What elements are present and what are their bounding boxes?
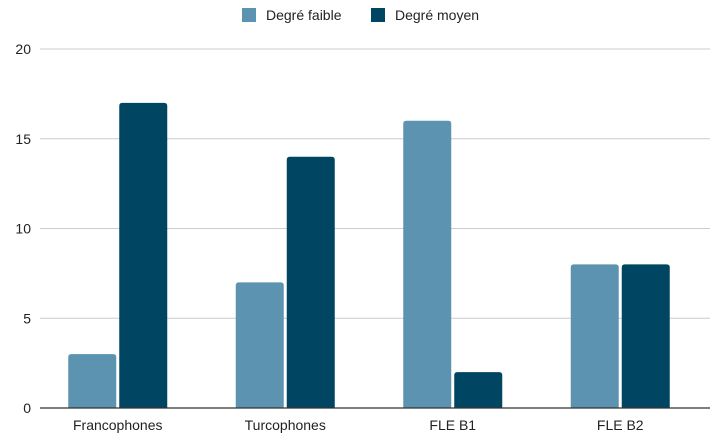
bar-degré-faible-fle-b2 — [570, 264, 619, 408]
y-tick-label: 0 — [23, 400, 31, 416]
x-tick-label: Francophones — [73, 417, 163, 433]
legend: Degré faible Degré moyen — [242, 7, 479, 23]
legend-label: Degré faible — [266, 7, 342, 23]
bar-degré-faible-francophones — [68, 354, 117, 408]
bar-degré-moyen-francophones — [119, 102, 168, 408]
bars — [68, 102, 670, 409]
legend-swatch — [242, 8, 256, 22]
x-tick-label: FLE B1 — [429, 417, 476, 433]
bar-degré-moyen-fle-b2 — [621, 264, 670, 408]
legend-label: Degré moyen — [395, 7, 479, 23]
y-tick-label: 15 — [15, 131, 31, 147]
bar-degré-moyen-fle-b1 — [454, 372, 503, 408]
axes: 0 5 10 15 20 Francophones Turcophones FLE B1 FLE… — [15, 41, 710, 433]
y-tick-label: 5 — [23, 310, 31, 326]
y-tick-label: 10 — [15, 221, 31, 237]
bar-degré-faible-turcophones — [235, 282, 284, 408]
x-tick-label: FLE B2 — [597, 417, 644, 433]
legend-swatch — [371, 8, 385, 22]
bar-degré-moyen-turcophones — [286, 156, 335, 408]
bar-degré-faible-fle-b1 — [403, 120, 452, 409]
y-tick-label: 20 — [15, 41, 31, 57]
x-tick-label: Turcophones — [245, 417, 326, 433]
